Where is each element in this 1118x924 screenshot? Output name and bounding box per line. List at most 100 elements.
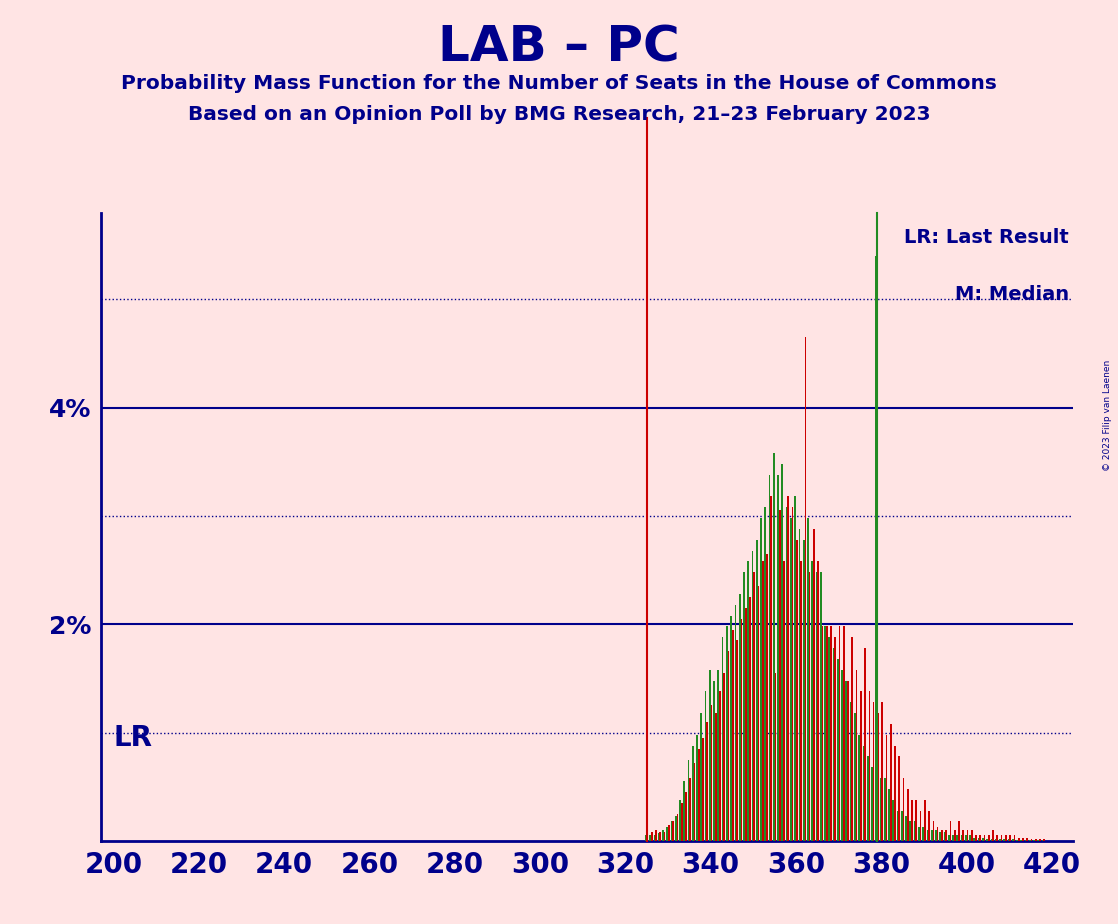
Bar bbox=[770, 496, 773, 841]
Bar bbox=[894, 746, 896, 841]
Text: M: Median: M: Median bbox=[955, 285, 1069, 304]
Bar bbox=[765, 507, 766, 841]
Bar bbox=[749, 597, 751, 841]
Bar bbox=[911, 799, 913, 841]
Bar bbox=[812, 562, 813, 841]
Bar bbox=[969, 835, 970, 841]
Bar bbox=[796, 540, 797, 841]
Bar bbox=[672, 821, 674, 841]
Bar bbox=[828, 638, 830, 841]
Bar bbox=[714, 713, 717, 841]
Bar bbox=[902, 778, 904, 841]
Text: Probability Mass Function for the Number of Seats in the House of Commons: Probability Mass Function for the Number… bbox=[121, 74, 997, 93]
Bar bbox=[984, 835, 985, 841]
Text: LR: LR bbox=[113, 724, 152, 752]
Bar bbox=[713, 680, 714, 841]
Bar bbox=[916, 799, 917, 841]
Bar bbox=[830, 626, 832, 841]
Bar bbox=[854, 713, 855, 841]
Bar bbox=[786, 507, 787, 841]
Bar bbox=[747, 562, 749, 841]
Text: LR: Last Result: LR: Last Result bbox=[904, 228, 1069, 248]
Bar bbox=[859, 735, 860, 841]
Bar bbox=[860, 691, 862, 841]
Bar bbox=[739, 594, 740, 841]
Bar bbox=[993, 830, 994, 841]
Bar bbox=[881, 702, 883, 841]
Bar bbox=[885, 735, 888, 841]
Bar bbox=[949, 821, 951, 841]
Bar bbox=[754, 572, 755, 841]
Bar bbox=[723, 673, 726, 841]
Bar bbox=[794, 496, 796, 841]
Bar bbox=[1024, 840, 1026, 841]
Bar bbox=[935, 830, 937, 841]
Bar bbox=[847, 680, 849, 841]
Bar bbox=[676, 814, 679, 841]
Bar bbox=[790, 518, 792, 841]
Bar bbox=[654, 835, 655, 841]
Bar bbox=[946, 830, 947, 841]
Bar bbox=[837, 659, 838, 841]
Bar bbox=[978, 837, 979, 841]
Bar bbox=[650, 835, 651, 841]
Bar bbox=[666, 827, 669, 841]
Bar bbox=[813, 529, 815, 841]
Bar bbox=[975, 835, 977, 841]
Bar bbox=[667, 824, 670, 841]
Bar bbox=[909, 821, 911, 841]
Bar bbox=[922, 827, 923, 841]
Bar bbox=[671, 821, 672, 841]
Bar bbox=[730, 615, 732, 841]
Bar bbox=[960, 835, 963, 841]
Bar bbox=[963, 830, 964, 841]
Bar bbox=[735, 604, 737, 841]
Bar bbox=[711, 705, 712, 841]
Text: Based on an Opinion Poll by BMG Research, 21–23 February 2023: Based on an Opinion Poll by BMG Research… bbox=[188, 105, 930, 125]
Text: LAB – PC: LAB – PC bbox=[438, 23, 680, 71]
Bar bbox=[707, 722, 708, 841]
Bar bbox=[779, 510, 780, 841]
Bar bbox=[958, 821, 959, 841]
Bar bbox=[805, 337, 806, 841]
Bar bbox=[869, 691, 870, 841]
Bar bbox=[761, 562, 764, 841]
Bar bbox=[662, 830, 664, 841]
Bar bbox=[1026, 837, 1029, 841]
Bar bbox=[756, 540, 758, 841]
Bar bbox=[773, 453, 775, 841]
Bar bbox=[888, 789, 890, 841]
Bar bbox=[1035, 839, 1036, 841]
Bar bbox=[803, 540, 805, 841]
Bar bbox=[719, 691, 721, 841]
Bar bbox=[1007, 839, 1010, 841]
Bar bbox=[873, 702, 874, 841]
Bar bbox=[932, 821, 935, 841]
Bar bbox=[927, 830, 928, 841]
Bar bbox=[855, 670, 858, 841]
Bar bbox=[937, 827, 938, 841]
Bar bbox=[1005, 835, 1006, 841]
Bar bbox=[1001, 835, 1003, 841]
Bar bbox=[843, 626, 844, 841]
Bar bbox=[745, 608, 747, 841]
Bar bbox=[777, 475, 779, 841]
Bar bbox=[722, 638, 723, 841]
Bar bbox=[732, 629, 733, 841]
Bar bbox=[817, 562, 819, 841]
Bar bbox=[841, 670, 843, 841]
Bar bbox=[808, 572, 811, 841]
Bar bbox=[826, 626, 827, 841]
Bar bbox=[1017, 837, 1020, 841]
Bar bbox=[728, 651, 729, 841]
Bar bbox=[760, 518, 761, 841]
Bar bbox=[657, 833, 660, 841]
Bar bbox=[709, 670, 711, 841]
Bar bbox=[819, 572, 822, 841]
Bar bbox=[781, 464, 784, 841]
Bar bbox=[982, 837, 984, 841]
Bar bbox=[965, 835, 967, 841]
Bar bbox=[833, 648, 834, 841]
Bar bbox=[948, 835, 949, 841]
Bar bbox=[1038, 840, 1039, 841]
